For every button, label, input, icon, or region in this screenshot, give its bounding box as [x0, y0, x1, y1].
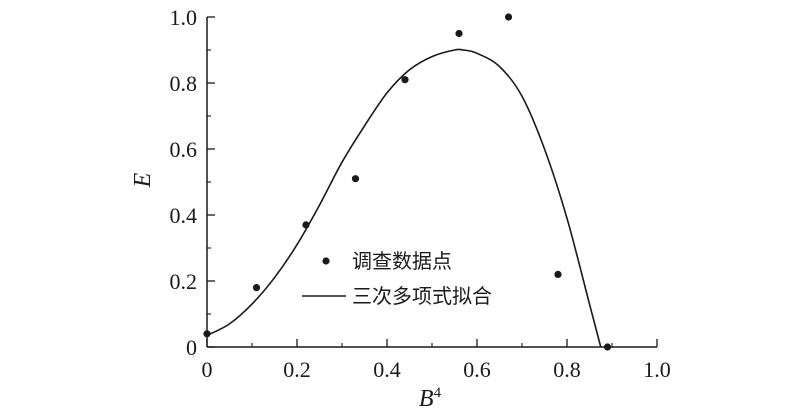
data-point	[554, 270, 562, 278]
data-point	[455, 29, 463, 38]
y-tick-label: 0.6	[170, 137, 198, 162]
x-axis-label: B4	[419, 385, 442, 412]
data-point	[603, 343, 612, 351]
x-tick-label: 1.0	[643, 357, 671, 382]
x-tick-label: 0.2	[283, 357, 311, 382]
data-point	[203, 330, 211, 338]
data-point	[302, 221, 310, 229]
y-tick-label: 0	[186, 335, 197, 360]
y-tick-label: 0.2	[170, 269, 198, 294]
x-tick-label: 0.6	[463, 357, 491, 382]
x-tick-label: 0	[202, 357, 213, 382]
plot-area	[203, 13, 612, 351]
x-tick-label: 0.8	[553, 357, 581, 382]
y-tick-label: 0.4	[170, 203, 198, 228]
legend-label-scatter: 调查数据点	[352, 249, 452, 273]
y-tick-label: 1.0	[170, 5, 198, 30]
data-point	[504, 13, 513, 21]
data-point	[351, 175, 360, 183]
ticks: 0 0.2 0.4 0.6 0.8 1.0 0 0.2 0.4 0.6 0.8 1.0	[170, 5, 671, 382]
legend-label-line: 三次多项式拟合	[352, 284, 492, 308]
x-tick-label: 0.4	[373, 357, 401, 382]
y-tick-label: 0.8	[170, 71, 198, 96]
fit-curve	[206, 48, 602, 348]
y-axis-label: E	[130, 172, 156, 188]
legend-marker-scatter	[322, 257, 330, 265]
data-point	[252, 284, 261, 292]
data-point	[401, 76, 409, 84]
